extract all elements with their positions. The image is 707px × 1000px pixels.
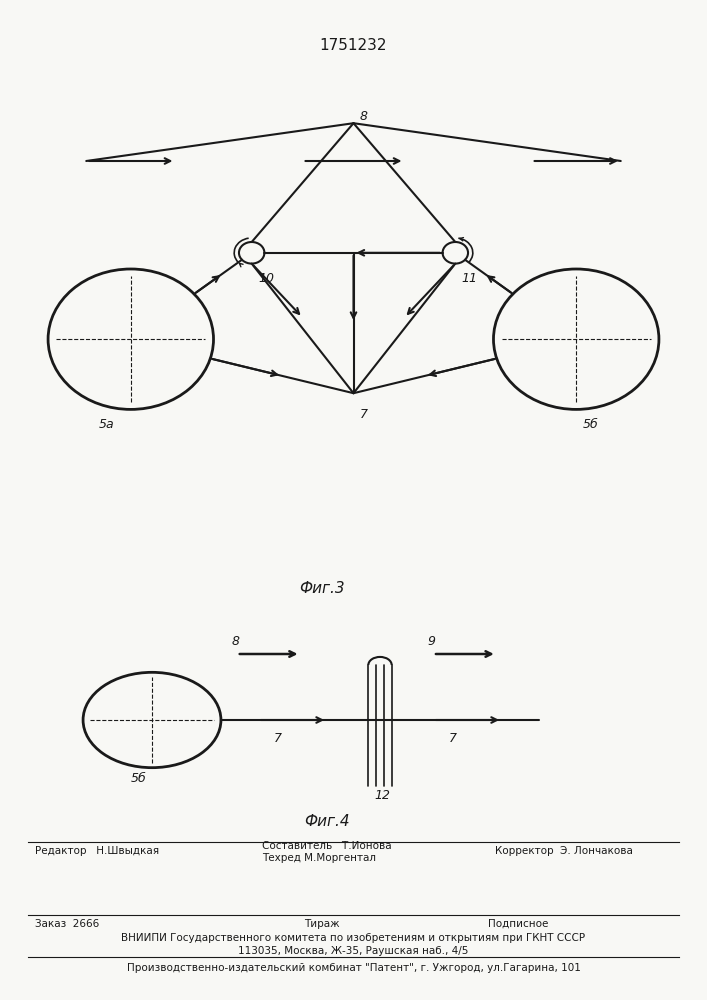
- Text: Производственно-издательский комбинат "Патент", г. Ужгород, ул.Гагарина, 101: Производственно-издательский комбинат "П…: [127, 963, 580, 973]
- Text: Заказ  2666: Заказ 2666: [35, 919, 100, 929]
- Text: 8: 8: [232, 635, 240, 648]
- Text: Составитель   Т.Ионова
Техред М.Моргентал: Составитель Т.Ионова Техред М.Моргентал: [262, 841, 391, 863]
- Text: 113035, Москва, Ж-35, Раушская наб., 4/5: 113035, Москва, Ж-35, Раушская наб., 4/5: [238, 946, 469, 956]
- Text: 11: 11: [462, 272, 478, 286]
- Text: 7: 7: [449, 732, 457, 745]
- Text: Редактор   Н.Швыдкая: Редактор Н.Швыдкая: [35, 846, 160, 856]
- Text: ВНИИПИ Государственного комитета по изобретениям и открытиям при ГКНТ СССР: ВНИИПИ Государственного комитета по изоб…: [122, 933, 585, 943]
- Text: 7: 7: [274, 732, 282, 745]
- Text: 1751232: 1751232: [320, 38, 387, 53]
- Text: 5а: 5а: [99, 418, 115, 431]
- Text: Тираж: Тираж: [304, 919, 339, 929]
- Text: 10: 10: [258, 272, 274, 286]
- Text: 8: 8: [360, 110, 368, 123]
- Text: 5б: 5б: [131, 772, 146, 785]
- Text: Фиг.4: Фиг.4: [304, 814, 350, 829]
- Text: Корректор  Э. Лончакова: Корректор Э. Лончакова: [495, 846, 633, 856]
- Text: 9: 9: [428, 635, 436, 648]
- Text: 7: 7: [360, 408, 368, 420]
- Text: Подписное: Подписное: [488, 919, 548, 929]
- Text: Фиг.3: Фиг.3: [299, 581, 344, 596]
- Text: 5б: 5б: [583, 418, 598, 431]
- Text: 12: 12: [375, 789, 391, 802]
